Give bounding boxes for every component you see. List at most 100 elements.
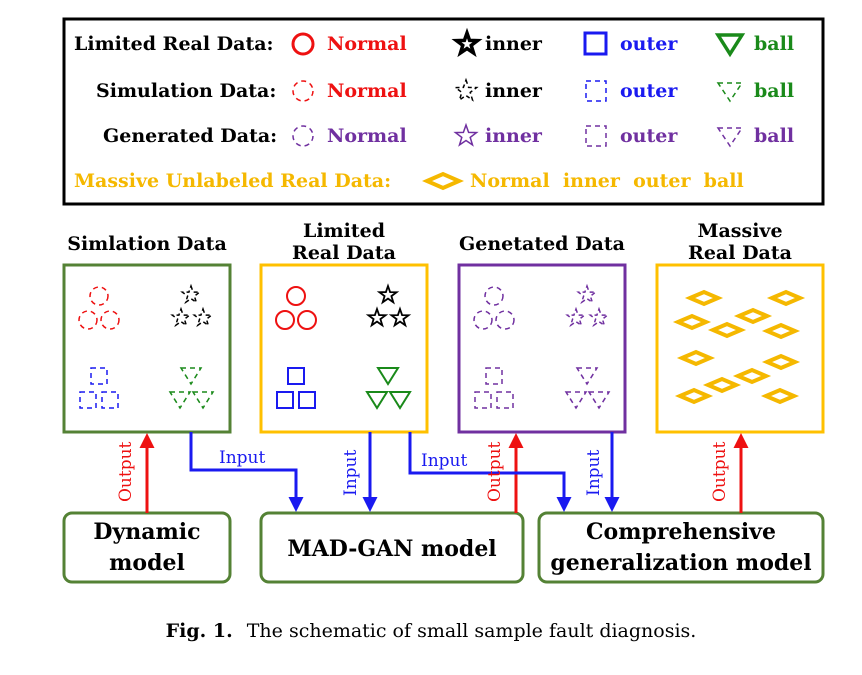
legend-ball-text: ball — [754, 80, 794, 102]
panel-title-limited-2: Real Data — [292, 242, 396, 264]
star-icon — [365, 306, 389, 328]
star-icon — [576, 283, 598, 305]
comprehensive-model-label-1: Comprehensive — [586, 519, 776, 545]
legend-row-simulation: Simulation Data: Normal inner outer ball — [96, 80, 794, 102]
diamond-icon — [707, 321, 747, 339]
square-icon — [287, 367, 305, 385]
circle-icon — [473, 310, 493, 330]
circle-icon — [100, 310, 120, 330]
input-arrow-simulation-to-madgan — [189, 432, 304, 512]
input-label-vertical-limited: Input — [341, 450, 361, 496]
output-label-dynamic: Output — [116, 441, 136, 502]
comprehensive-model-box — [537, 511, 825, 584]
star-icon — [453, 77, 479, 102]
star-icon — [376, 283, 400, 305]
diamond-icon — [732, 367, 772, 385]
input-label-vertical-generated: Input — [584, 450, 604, 496]
circle-icon — [484, 286, 504, 306]
triangle-icon — [575, 367, 599, 386]
diamond-icon — [760, 387, 800, 405]
triangle-icon — [716, 127, 744, 148]
panel-generated — [457, 263, 627, 434]
circle-icon — [89, 286, 109, 306]
input-arrow-limited-to-comprehensive — [408, 432, 572, 512]
generated-icons — [473, 283, 611, 410]
legend-massive-items: Normal inner outer ball — [470, 170, 744, 192]
madgan-model-label: MAD-GAN model — [287, 536, 496, 562]
triangle-icon — [564, 391, 588, 410]
legend-label-limited: Limited Real Data: — [74, 33, 274, 55]
legend-normal-text: Normal — [327, 33, 407, 55]
square-icon — [585, 80, 607, 102]
legend-normal-text: Normal — [327, 80, 407, 102]
square-icon — [585, 125, 607, 147]
triangle-icon — [191, 391, 215, 410]
output-label-massive: Output — [710, 441, 730, 502]
legend-box — [62, 17, 825, 206]
legend-row-generated: Generated Data: Normal inner outer ball — [103, 125, 794, 147]
star-icon — [192, 306, 214, 328]
diamond-icon — [702, 376, 742, 394]
comprehensive-model-label-2: generalization model — [550, 550, 811, 576]
circle-icon — [297, 310, 317, 330]
panel-title-massive-2: Real Data — [688, 242, 792, 264]
legend-inner-text: inner — [485, 125, 543, 147]
massive-icons — [672, 289, 806, 405]
triangle-icon — [376, 367, 400, 386]
legend-outer-text: outer — [620, 33, 678, 55]
circle-icon — [292, 125, 314, 147]
diamond-icon — [672, 313, 712, 331]
panel-title-generated: Genetated Data — [459, 233, 625, 255]
square-icon — [276, 391, 294, 409]
panel-title-simulation: Simlation Data — [67, 233, 227, 255]
star-icon — [588, 306, 610, 328]
diamond-icon — [422, 171, 464, 191]
panel-title-limited-1: Limited — [303, 220, 385, 242]
circle-icon — [292, 80, 314, 102]
square-icon — [496, 391, 514, 409]
legend-inner-text: inner — [485, 33, 543, 55]
legend-ball-text: ball — [754, 33, 794, 55]
legend-outer-text: outer — [620, 80, 678, 102]
circle-icon — [495, 310, 515, 330]
star-icon — [180, 283, 202, 305]
diamond-icon — [761, 322, 801, 340]
square-icon — [79, 391, 97, 409]
caption-prefix: Fig. 1. — [166, 620, 233, 642]
panel-limited — [259, 263, 429, 434]
dynamic-model-label-1: Dynamic — [93, 519, 200, 545]
dynamic-model-label-2: model — [109, 550, 185, 576]
panel-simulation — [62, 263, 232, 434]
diamond-icon — [761, 353, 801, 371]
triangle-icon — [365, 391, 389, 410]
star-icon — [453, 122, 479, 147]
triangle-icon — [587, 391, 611, 410]
circle-icon — [286, 286, 306, 306]
triangle-icon — [716, 82, 744, 103]
star-icon — [451, 27, 483, 58]
legend-normal-text: Normal — [327, 125, 407, 147]
square-icon — [583, 31, 608, 56]
legend-row-massive: Massive Unlabeled Real Data: Normal inne… — [74, 170, 744, 192]
output-label-generated: Output — [485, 441, 505, 502]
circle-icon — [275, 310, 295, 330]
square-icon — [298, 391, 316, 409]
square-icon — [101, 391, 119, 409]
triangle-icon — [179, 367, 203, 386]
star-icon — [388, 306, 412, 328]
figure-caption: Fig. 1. The schematic of small sample fa… — [166, 620, 697, 642]
star-icon — [170, 306, 192, 328]
input-label-limited: Input — [421, 451, 467, 471]
circle-icon — [291, 32, 315, 56]
diamond-icon — [674, 387, 714, 405]
circle-icon — [78, 310, 98, 330]
legend-label-massive: Massive Unlabeled Real Data: — [74, 170, 391, 192]
legend-label-simulation: Simulation Data: — [96, 80, 276, 102]
triangle-icon — [714, 33, 746, 58]
panel-title-massive-1: Massive — [697, 220, 782, 242]
simulation-icons — [78, 283, 215, 410]
madgan-model-box — [259, 511, 525, 584]
input-label-simulation: Input — [219, 448, 265, 468]
panel-massive — [655, 263, 825, 434]
